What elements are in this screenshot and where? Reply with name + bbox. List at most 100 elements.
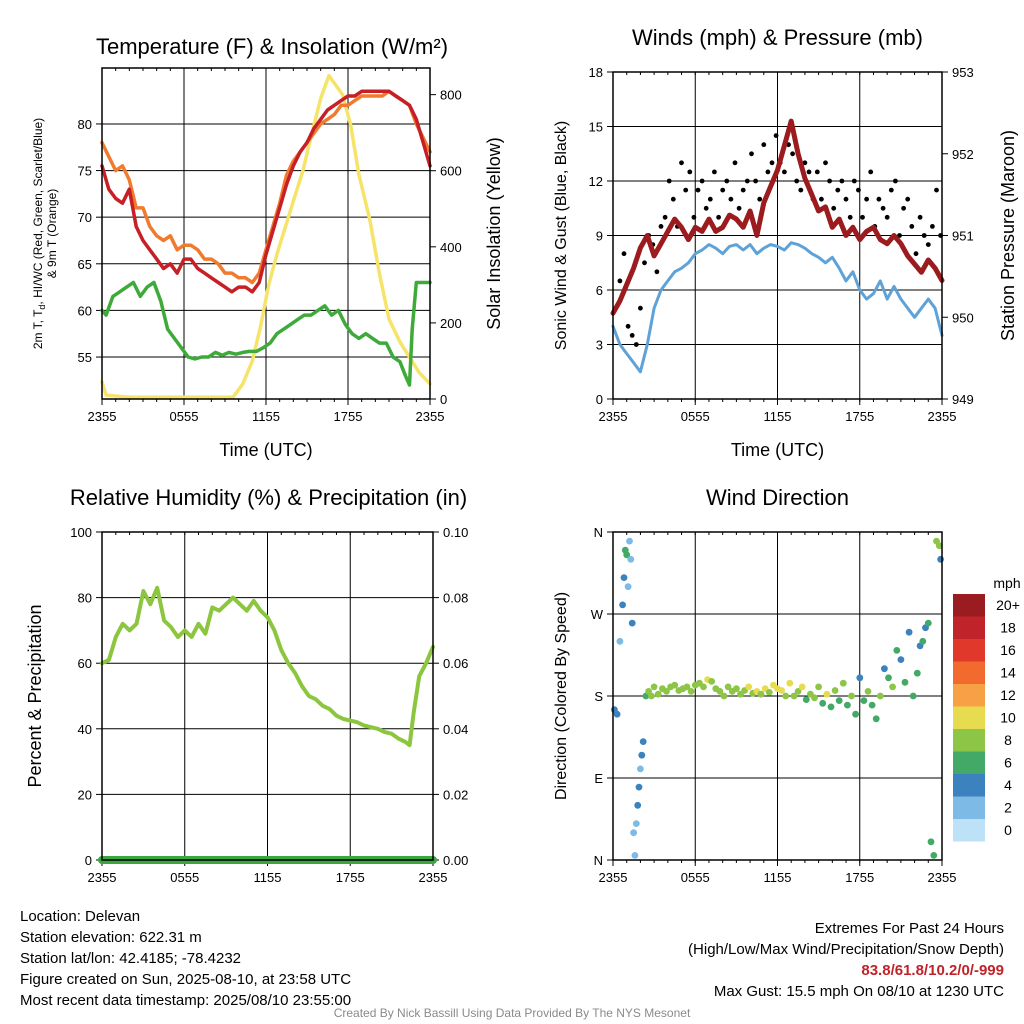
wind-ytick-label: 15 bbox=[589, 120, 603, 135]
temp-y2tick-label: 800 bbox=[440, 88, 462, 103]
gust-point bbox=[831, 205, 837, 211]
wdir-xtick-label: 0555 bbox=[681, 870, 710, 885]
temp-ylabel-part: 2m T, T bbox=[31, 309, 45, 349]
gust-point bbox=[732, 160, 738, 166]
direction-point bbox=[626, 537, 633, 545]
direction-point bbox=[654, 690, 662, 698]
temp-y2tick-label: 600 bbox=[440, 164, 462, 179]
temp-xtick-label: 1755 bbox=[334, 409, 363, 424]
gust-point bbox=[856, 187, 861, 193]
gust-point bbox=[679, 160, 684, 166]
plot-border bbox=[612, 71, 943, 400]
direction-point bbox=[650, 683, 658, 691]
wind-ylabel: Sonic Wind & Gust (Blue, Black) bbox=[553, 121, 570, 350]
direction-point bbox=[733, 685, 740, 693]
gust-point bbox=[625, 323, 631, 329]
legend-label: 16 bbox=[1000, 642, 1016, 658]
legend-swatch bbox=[953, 684, 985, 707]
wind-xtick-label: 1155 bbox=[764, 409, 792, 424]
gust-point bbox=[864, 196, 869, 202]
temp-ylabel-rest: , HI/WC (Red, Green, Scarlet/Blue) bbox=[31, 118, 45, 305]
legend-title: mph bbox=[993, 575, 1020, 591]
direction-point bbox=[616, 637, 624, 645]
temp-ytick-label: 60 bbox=[78, 303, 92, 318]
direction-point bbox=[631, 852, 639, 859]
direction-point bbox=[876, 692, 884, 700]
direction-point bbox=[630, 829, 637, 837]
gust-point bbox=[724, 178, 730, 184]
wind-y2tick-label: 953 bbox=[952, 65, 974, 80]
temp-ytick-label: 80 bbox=[78, 117, 92, 132]
direction-point bbox=[794, 688, 802, 695]
temp-y2label: Solar Insolation (Yellow) bbox=[484, 137, 504, 329]
temp-xtick-label: 2355 bbox=[88, 409, 117, 424]
direction-point bbox=[844, 701, 851, 709]
legend-label: 2 bbox=[1004, 800, 1012, 816]
gust-point bbox=[888, 187, 894, 193]
temp-title: Temperature (F) & Insolation (W/m²) bbox=[96, 34, 448, 59]
direction-point bbox=[663, 688, 670, 695]
gust-point bbox=[712, 169, 717, 175]
gust-point bbox=[876, 196, 882, 202]
extremes-box: Extremes For Past 24 Hours (High/Low/Max… bbox=[688, 918, 1004, 1002]
figure-created: Figure created on Sun, 2025-08-10, at 23… bbox=[20, 971, 352, 988]
direction-point bbox=[786, 679, 794, 687]
wdir-xtick-label: 1755 bbox=[845, 870, 874, 885]
wind-xtick-label: 2355 bbox=[928, 409, 957, 424]
relative-humidity-line bbox=[100, 585, 435, 748]
dewpoint-line bbox=[100, 280, 432, 387]
station-info: Location: Delevan Station elevation: 622… bbox=[20, 906, 351, 1011]
direction-point bbox=[885, 674, 892, 682]
wind-panel: 2355 0555 1155 1755 2355 0 3 6 9 12 15 18 949 950 951 9… bbox=[553, 25, 1018, 460]
gust-point bbox=[617, 278, 623, 284]
direction-point bbox=[831, 687, 839, 694]
direction-point bbox=[835, 697, 843, 704]
temp-xtick-label: 2355 bbox=[416, 409, 445, 424]
rh-xtick-label: 0555 bbox=[170, 870, 199, 885]
direction-point bbox=[700, 683, 707, 691]
gust-point bbox=[860, 214, 865, 220]
legend-swatch bbox=[953, 616, 985, 639]
legend-label: 4 bbox=[1004, 777, 1012, 793]
temp-ylabel-line2: & 9m T (Orange) bbox=[45, 189, 59, 279]
direction-point bbox=[635, 783, 643, 791]
direction-point bbox=[683, 683, 691, 691]
wdir-panel: 2355 0555 1155 1755 2355 N E S W N Wind Direction D… bbox=[553, 485, 1021, 885]
gust-point bbox=[868, 169, 874, 175]
wind-y2tick-label: 951 bbox=[952, 229, 974, 244]
gust-point bbox=[905, 196, 911, 202]
temp-y2tick-label: 400 bbox=[440, 240, 462, 255]
temp-ylabel: 2m T, Td, HI/WC (Red, Green, Scarlet/Blu… bbox=[31, 118, 47, 349]
wind-xtick-label: 0555 bbox=[681, 409, 710, 424]
plot-border bbox=[612, 531, 943, 861]
direction-point bbox=[724, 683, 732, 691]
gust-point bbox=[819, 196, 824, 202]
direction-point bbox=[935, 542, 943, 550]
direction-point bbox=[930, 852, 938, 859]
direction-point bbox=[613, 710, 621, 718]
gust-point bbox=[835, 187, 841, 193]
direction-point bbox=[909, 692, 917, 700]
direction-point bbox=[720, 692, 728, 700]
rh-y2tick-label: 0.10 bbox=[443, 525, 468, 540]
gust-point bbox=[901, 205, 906, 211]
direction-point bbox=[765, 689, 773, 696]
gust-point bbox=[753, 178, 758, 184]
wdir-title: Wind Direction bbox=[706, 485, 849, 510]
gust-point bbox=[802, 160, 808, 166]
direction-point bbox=[620, 574, 628, 581]
gust-point bbox=[790, 151, 795, 157]
direction-point bbox=[856, 674, 864, 682]
pressure-line bbox=[610, 118, 945, 316]
rh-ytick-label: 60 bbox=[78, 656, 92, 671]
direction-point bbox=[634, 801, 642, 809]
temp-y2tick-label: 200 bbox=[440, 316, 462, 331]
gust-point bbox=[658, 224, 664, 229]
legend-swatch bbox=[953, 774, 985, 797]
rh-ytick-label: 80 bbox=[78, 591, 92, 606]
legend-swatch bbox=[953, 796, 985, 819]
gust-point bbox=[642, 260, 647, 266]
rh-y2tick-label: 0.02 bbox=[443, 787, 468, 802]
direction-point bbox=[897, 656, 905, 663]
